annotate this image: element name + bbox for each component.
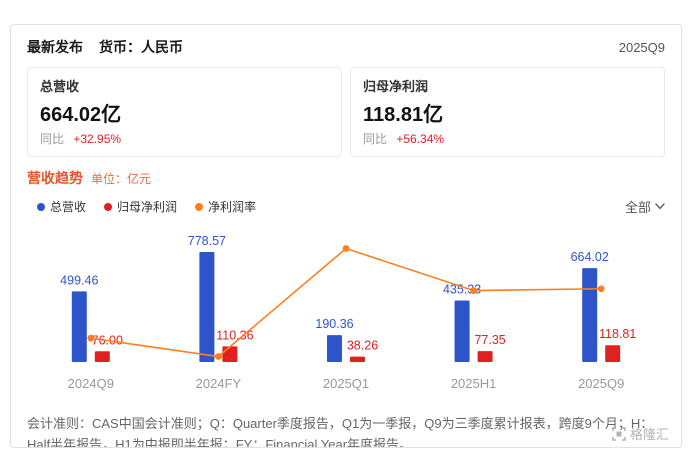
chevron-down-icon bbox=[655, 203, 665, 210]
net-margin-point-2025Q1[interactable] bbox=[342, 245, 350, 252]
revenue-bar-2025Q9[interactable] bbox=[582, 268, 598, 362]
net-margin-point-2025Q9[interactable] bbox=[597, 285, 605, 293]
revenue-yoy-label: 同比 bbox=[40, 132, 65, 146]
legend-dot bbox=[37, 202, 45, 211]
trend-chart[interactable]: 499.4676.002024Q9778.57110.362024FY190.3… bbox=[27, 220, 665, 402]
net-margin-point-2024FY[interactable] bbox=[215, 353, 222, 360]
chart-unit-label: 单位：亿元 bbox=[91, 172, 152, 186]
legend-label: 归母净利润 bbox=[117, 200, 178, 214]
profit-bar-2024FY[interactable] bbox=[222, 346, 238, 362]
legend-item-2[interactable]: 净利润率 bbox=[195, 198, 256, 215]
category-label-2025Q1: 2025Q1 bbox=[323, 376, 369, 391]
report-header: 最新发布 货币：人民币 2025Q9 bbox=[27, 37, 665, 57]
chart-title: 营收趋势 bbox=[27, 170, 83, 186]
net-profit-card-title: 归母净利润 bbox=[363, 79, 429, 94]
revenue-bar-2024Q9[interactable] bbox=[71, 291, 87, 362]
revenue-value-2025Q9: 664.02 bbox=[571, 250, 609, 264]
profit-bar-2025H1[interactable] bbox=[477, 351, 493, 362]
legend-item-0[interactable]: 总营收 bbox=[37, 198, 86, 215]
kpi-cards: 总营收 664.02亿 同比 +32.95% 归母净利润 118.81亿 同比 … bbox=[27, 67, 665, 157]
chart-legend: 总营收 归母净利润 净利润率 bbox=[37, 198, 256, 215]
legend-row: 总营收 归母净利润 净利润率 全部 bbox=[27, 197, 665, 216]
revenue-card-title: 总营收 bbox=[40, 79, 80, 94]
gelonghui-logo-icon bbox=[612, 426, 626, 441]
net-profit-card: 归母净利润 118.81亿 同比 +56.34% bbox=[350, 67, 665, 157]
range-filter-label: 全部 bbox=[624, 200, 651, 215]
revenue-value-2025Q1: 190.36 bbox=[315, 317, 353, 331]
profit-bar-2025Q9[interactable] bbox=[605, 345, 621, 362]
profit-value-2024FY: 110.36 bbox=[216, 328, 253, 342]
net-profit-yoy-label: 同比 bbox=[363, 132, 388, 146]
latest-release-label: 最新发布 bbox=[27, 39, 83, 55]
revenue-yoy-value: +32.95% bbox=[73, 132, 122, 146]
profit-value-2025Q1: 38.26 bbox=[347, 339, 378, 353]
legend-dot bbox=[104, 202, 113, 211]
net-margin-point-2024Q9[interactable] bbox=[87, 334, 95, 342]
legend-label: 净利润率 bbox=[208, 200, 257, 214]
revenue-value-2024Q9: 499.46 bbox=[60, 273, 98, 287]
net-profit-card-value: 118.81亿 bbox=[363, 104, 444, 126]
net-profit-yoy-value: +56.34% bbox=[396, 132, 445, 146]
profit-bar-2025Q1[interactable] bbox=[350, 356, 365, 362]
legend-dot bbox=[195, 202, 204, 211]
category-label-2025Q9: 2025Q9 bbox=[578, 376, 624, 391]
category-label-2025H1: 2025H1 bbox=[451, 376, 497, 391]
revenue-value-2024FY: 778.57 bbox=[188, 234, 226, 248]
brand-name: 格隆汇 bbox=[629, 427, 669, 442]
accounting-footnote: 会计准则：CAS中国会计准则；Q：Quarter季度报告，Q1为一季报，Q9为三… bbox=[27, 416, 654, 448]
revenue-card: 总营收 664.02亿 同比 +32.95% bbox=[27, 67, 342, 157]
range-filter-dropdown[interactable]: 全部 bbox=[625, 197, 665, 216]
profit-value-2025H1: 77.35 bbox=[474, 333, 505, 347]
category-label-2024Q9: 2024Q9 bbox=[68, 376, 114, 391]
profit-bar-2024Q9[interactable] bbox=[94, 351, 110, 362]
legend-label: 总营收 bbox=[50, 200, 87, 214]
revenue-bar-2024FY[interactable] bbox=[199, 252, 215, 362]
legend-item-1[interactable]: 归母净利润 bbox=[104, 198, 177, 215]
category-label-2024FY: 2024FY bbox=[196, 376, 242, 391]
net-margin-point-2025H1[interactable] bbox=[470, 287, 477, 294]
chart-header: 营收趋势 单位：亿元 bbox=[27, 168, 665, 188]
chart-area: 499.46 76.00 2024Q9 778.57 110.36 2024FY 190.3… bbox=[27, 220, 665, 407]
report-panel: 最新发布 货币：人民币 2025Q9 总营收 664.02亿 同比 +32.95… bbox=[10, 24, 682, 448]
period-label: 2025Q9 bbox=[618, 40, 665, 55]
profit-value-2025Q9: 118.81 bbox=[599, 327, 636, 341]
revenue-card-value: 664.02亿 bbox=[40, 104, 122, 126]
revenue-bar-2025Q1[interactable] bbox=[327, 335, 342, 362]
currency-label: 货币：人民币 bbox=[99, 39, 183, 55]
revenue-bar-2025H1[interactable] bbox=[454, 300, 470, 362]
brand-watermark: 格隆汇 bbox=[612, 424, 669, 443]
